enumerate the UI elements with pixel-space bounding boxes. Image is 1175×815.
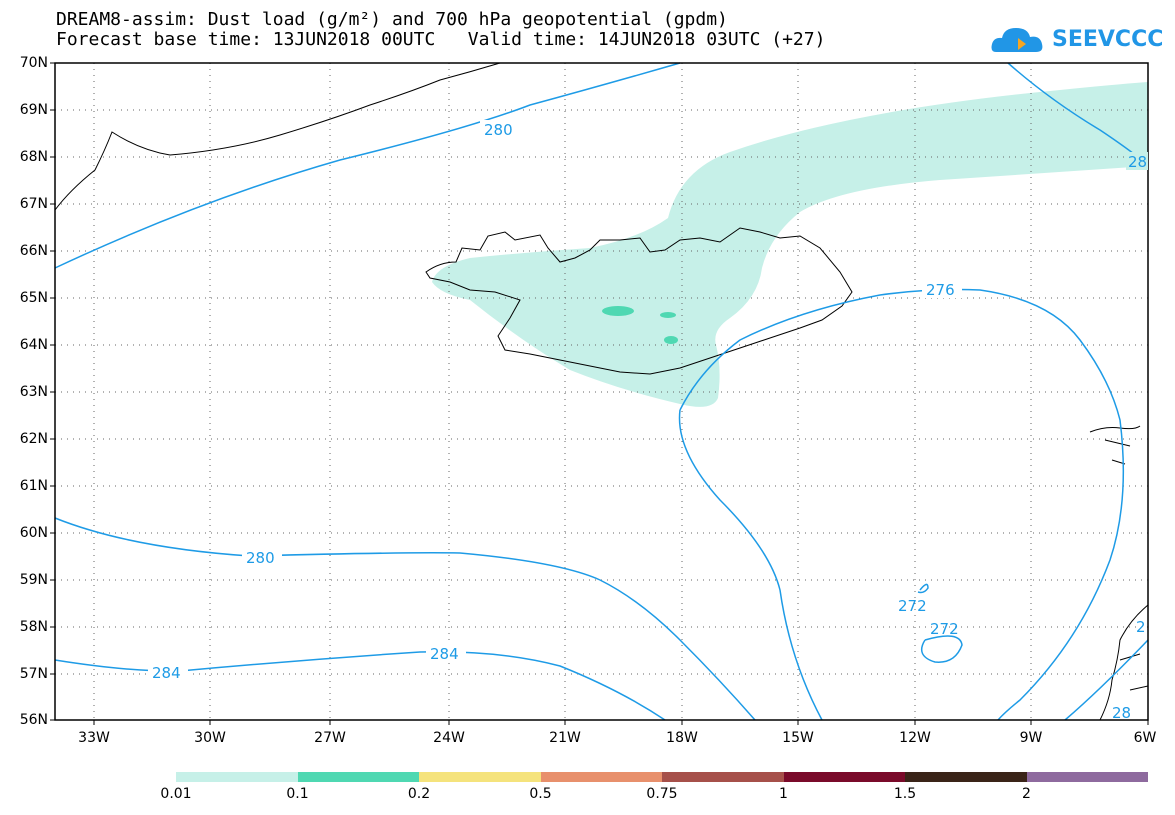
lat-gridlines	[55, 109, 1148, 675]
cloud-icon	[991, 28, 1043, 52]
lat-label: 70N	[19, 55, 48, 71]
lat-label: 63N	[19, 384, 48, 400]
contour-label-28: 28	[1112, 704, 1131, 722]
lat-label: 69N	[19, 102, 48, 118]
contour-272-loop	[920, 635, 963, 663]
colorbar-swatch	[783, 772, 905, 782]
lon-label: 12W	[899, 730, 931, 746]
contour-284	[54, 651, 666, 721]
contour-label-284: 284	[430, 645, 459, 663]
colorbar-label: 1.5	[893, 786, 917, 802]
contour-label-276: 276	[926, 281, 955, 299]
colorbar-swatch	[905, 772, 1027, 782]
lat-label: 68N	[19, 149, 48, 165]
lon-label: 27W	[314, 730, 346, 746]
contour-label-272: 272	[930, 620, 959, 638]
contour-276-west	[678, 409, 823, 721]
lat-label: 65N	[19, 290, 48, 306]
contour-label-280: 280	[484, 121, 513, 139]
colorbar-label: 1	[779, 786, 788, 802]
contour-label-284: 284	[152, 664, 181, 682]
lat-label: 58N	[19, 619, 48, 635]
lat-label: 59N	[19, 572, 48, 588]
lat-label: 64N	[19, 337, 48, 353]
lon-label: 30W	[194, 730, 226, 746]
contour-272-small	[917, 583, 929, 594]
dust-plume	[432, 82, 1148, 407]
dust-patch	[664, 336, 678, 344]
contour-label-28: 28	[1128, 153, 1147, 171]
contour-label-280-south: 280	[246, 549, 275, 567]
lat-label: 57N	[19, 666, 48, 682]
lat-label: 62N	[19, 431, 48, 447]
lon-label: 15W	[782, 730, 814, 746]
greenland-coast	[54, 62, 501, 211]
contour-28-se	[1064, 639, 1149, 721]
colorbar-swatch	[176, 772, 298, 782]
lat-label: 61N	[19, 478, 48, 494]
colorbar-swatch	[540, 772, 662, 782]
contour-label-272: 272	[898, 597, 927, 615]
seevccc-logo: SEEVCCC	[990, 22, 1163, 58]
colorbar-swatch	[297, 772, 419, 782]
colorbar-label: 0.5	[529, 786, 552, 802]
logo-text: SEEVCCC	[1052, 27, 1164, 52]
colorbar-label: 0.2	[407, 786, 431, 802]
lat-label: 60N	[19, 525, 48, 541]
lat-label: 67N	[19, 196, 48, 212]
colorbar-swatch	[1026, 772, 1148, 782]
colorbar-label: 0.1	[286, 786, 309, 802]
contour-276	[679, 288, 1125, 721]
forecast-times: Forecast base time: 13JUN2018 00UTC Vali…	[56, 29, 826, 50]
faroe-coast	[1089, 425, 1141, 465]
iceland-coast	[425, 227, 853, 375]
dust-patch	[660, 312, 676, 318]
lon-label: 24W	[433, 730, 465, 746]
dust-patch	[602, 306, 634, 316]
contour-label-2: 2	[1136, 618, 1146, 636]
lat-label: 56N	[19, 712, 48, 728]
lon-label: 33W	[78, 730, 110, 746]
colorbar-label: 2	[1022, 786, 1031, 802]
colorbar-label: 0.01	[160, 786, 192, 802]
scotland-coast	[1099, 604, 1149, 721]
lon-label: 18W	[666, 730, 698, 746]
colorbar-label: 0.75	[646, 786, 678, 802]
lat-label: 66N	[19, 243, 48, 259]
contour-280-north	[54, 62, 681, 269]
colorbar-swatch	[662, 772, 784, 782]
contour-280-south	[54, 517, 756, 721]
colorbar-swatch	[419, 772, 541, 782]
lon-label: 6W	[1133, 730, 1157, 746]
lon-label: 9W	[1019, 730, 1043, 746]
map-title: DREAM8-assim: Dust load (g/m²) and 700 h…	[56, 9, 728, 30]
lon-label: 21W	[549, 730, 581, 746]
